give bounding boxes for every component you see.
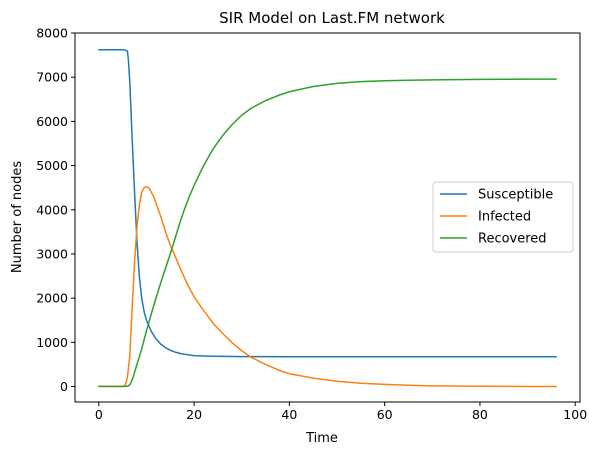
y-axis: 0 1000 2000 3000 4000 5000 6000 7000 8000	[36, 26, 75, 394]
y-tick-label: 7000	[36, 70, 68, 85]
x-tick-label: 0	[95, 407, 103, 422]
plot-area	[98, 49, 557, 388]
x-tick-label: 60	[377, 407, 393, 422]
x-tick-label: 20	[186, 407, 202, 422]
x-axis: 0 20 40 60 80 100	[95, 402, 587, 422]
y-tick-label: 0	[60, 379, 68, 394]
y-tick-label: 5000	[36, 158, 68, 173]
series-line-susceptible	[98, 49, 557, 358]
y-tick-label: 6000	[36, 114, 68, 129]
y-axis-label: Number of nodes	[10, 161, 25, 273]
x-axis-label: Time	[305, 431, 338, 446]
legend: Susceptible Infected Recovered	[432, 181, 574, 253]
x-tick-label: 100	[563, 407, 587, 422]
x-tick-label: 40	[281, 407, 297, 422]
y-tick-label: 1000	[36, 335, 68, 350]
legend-label-infected: Infected	[478, 210, 531, 225]
series-line-recovered	[98, 78, 557, 388]
y-tick-label: 3000	[36, 246, 68, 261]
x-tick-label: 80	[472, 407, 488, 422]
y-tick-label: 2000	[36, 291, 68, 306]
legend-label-recovered: Recovered	[478, 232, 547, 247]
y-tick-label: 4000	[36, 202, 68, 217]
plot-frame	[74, 32, 581, 403]
legend-label-susceptible: Susceptible	[478, 188, 553, 203]
series-line-infected	[98, 186, 557, 388]
chart-title: SIR Model on Last.FM network	[219, 9, 445, 27]
y-tick-label: 8000	[36, 26, 68, 41]
legend-box	[432, 181, 574, 253]
